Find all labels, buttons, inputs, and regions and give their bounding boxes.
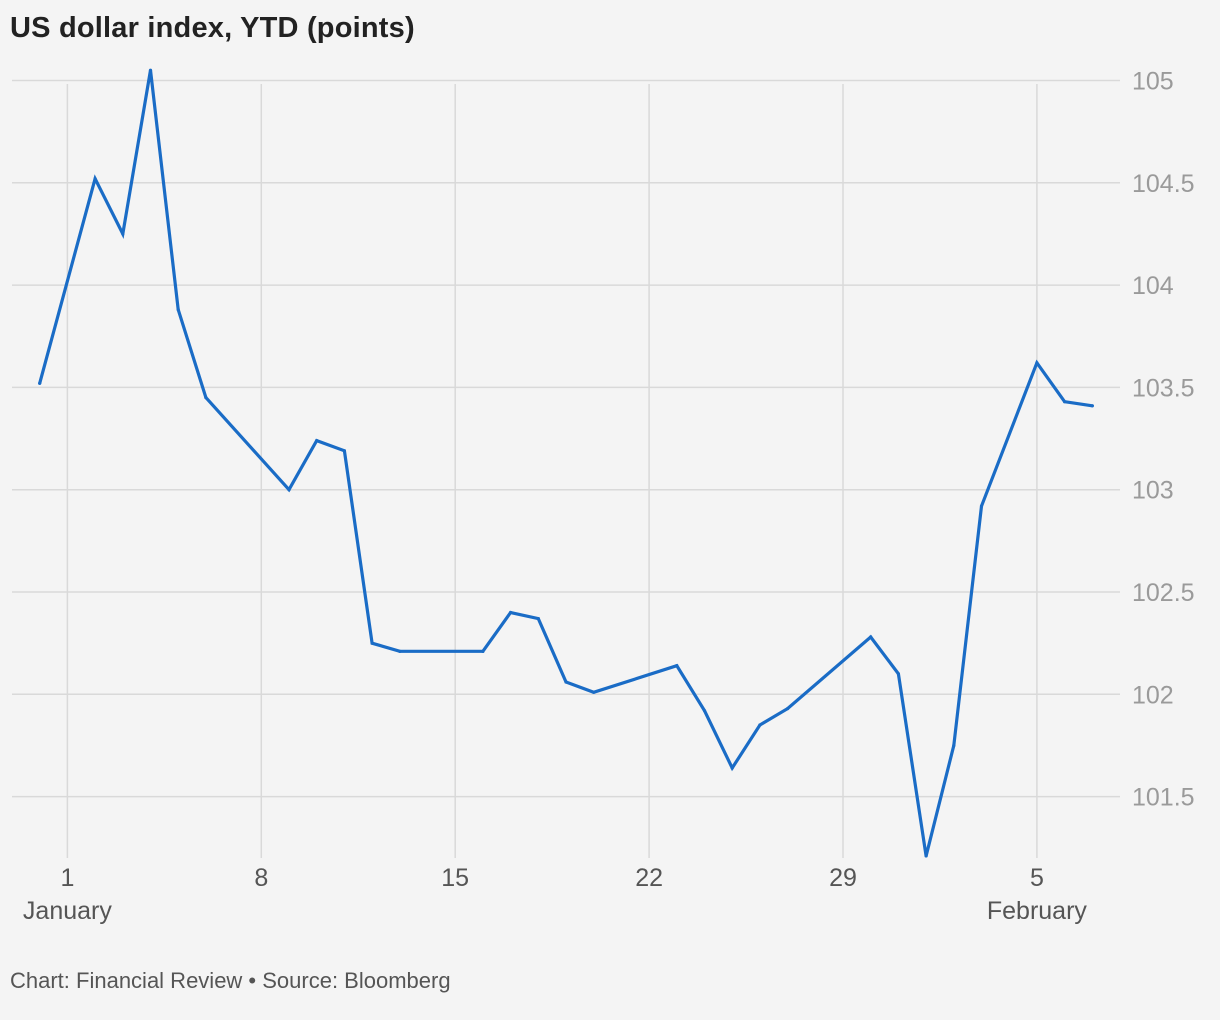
data-point xyxy=(370,641,374,645)
data-point xyxy=(509,610,513,615)
x-month-label: February xyxy=(987,897,1088,925)
chart-title: US dollar index, YTD (points) xyxy=(10,12,415,44)
y-tick-label: 102.5 xyxy=(1132,579,1195,607)
y-tick-label: 105 xyxy=(1132,67,1174,95)
data-point xyxy=(287,488,291,492)
data-point xyxy=(93,177,97,181)
x-tick-label: 22 xyxy=(635,864,663,892)
x-tick-label: 5 xyxy=(1030,864,1044,892)
data-point xyxy=(121,232,125,236)
data-point xyxy=(952,743,956,748)
grid xyxy=(12,79,1120,858)
y-tick-label: 103.5 xyxy=(1132,374,1195,402)
data-point xyxy=(481,649,485,653)
data-point xyxy=(758,723,762,727)
y-tick-label: 101.5 xyxy=(1132,784,1195,812)
data-point xyxy=(730,766,734,770)
data-point xyxy=(564,680,568,684)
data-point xyxy=(398,649,402,653)
data-point xyxy=(869,635,873,639)
x-month-label: January xyxy=(23,897,112,925)
y-tick-label: 104.5 xyxy=(1132,170,1195,198)
data-point xyxy=(148,68,153,72)
x-tick-label: 1 xyxy=(60,864,74,892)
data-point xyxy=(536,617,540,621)
data-point xyxy=(702,709,707,713)
x-tick-label: 29 xyxy=(829,864,857,892)
data-point xyxy=(675,664,679,668)
data-point xyxy=(1063,400,1067,404)
chart-source: Chart: Financial Review • Source: Bloomb… xyxy=(10,968,451,993)
data-point xyxy=(924,854,928,858)
series-line xyxy=(38,69,1094,857)
y-axis: 105 104.5 104 103.5 103 102.5 102 101.5 xyxy=(1132,67,1195,811)
data-point xyxy=(979,504,984,508)
data-point xyxy=(1090,404,1094,408)
data-point xyxy=(315,438,319,443)
data-point xyxy=(204,396,208,400)
y-tick-label: 104 xyxy=(1132,272,1174,300)
series-layer xyxy=(38,68,1094,858)
y-tick-label: 103 xyxy=(1132,477,1174,505)
data-point xyxy=(176,308,180,312)
data-point xyxy=(592,690,596,694)
data-point xyxy=(1035,361,1039,365)
x-tick-label: 15 xyxy=(441,864,469,892)
data-point xyxy=(342,449,346,453)
data-point xyxy=(786,707,790,711)
data-point xyxy=(38,381,42,385)
y-tick-label: 102 xyxy=(1132,681,1174,709)
x-axis: 1 8 15 22 29 5 January February xyxy=(23,864,1087,925)
data-point xyxy=(896,672,901,676)
x-tick-label: 8 xyxy=(254,864,268,892)
